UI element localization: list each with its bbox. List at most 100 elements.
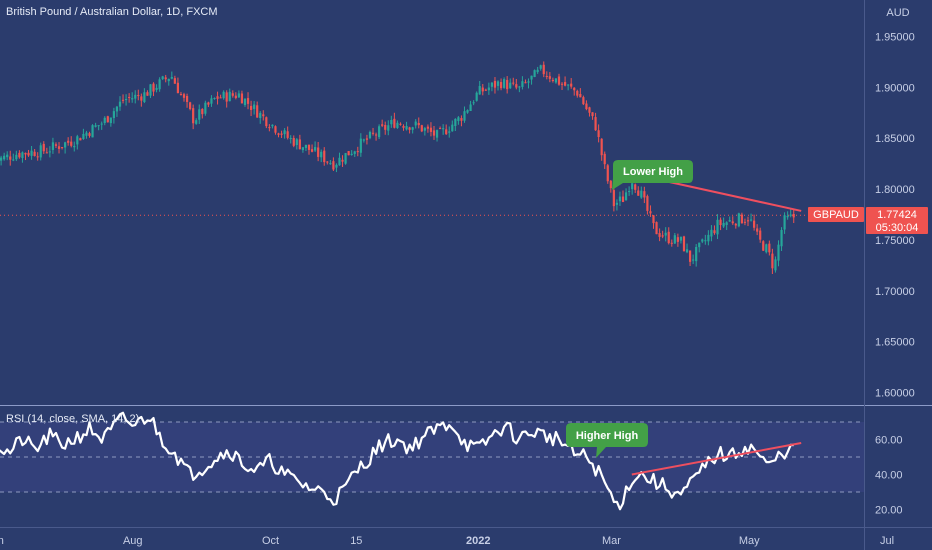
candle[interactable] xyxy=(39,142,42,161)
candle[interactable] xyxy=(304,144,308,151)
candle[interactable] xyxy=(396,120,399,129)
candle[interactable] xyxy=(570,78,573,89)
candle[interactable] xyxy=(454,118,457,131)
candle[interactable] xyxy=(170,71,173,80)
candle[interactable] xyxy=(76,134,79,150)
candle[interactable] xyxy=(667,227,670,245)
candle[interactable] xyxy=(576,89,579,98)
candle[interactable] xyxy=(719,217,722,231)
candle[interactable] xyxy=(381,119,384,128)
candle[interactable] xyxy=(463,106,466,123)
candle[interactable] xyxy=(356,146,359,157)
candle[interactable] xyxy=(551,77,554,83)
candle[interactable] xyxy=(253,101,256,115)
candle[interactable] xyxy=(597,124,600,143)
candle[interactable] xyxy=(155,84,158,93)
candle[interactable] xyxy=(457,116,460,125)
candle[interactable] xyxy=(600,138,603,161)
time-axis[interactable]: Jun Aug Oct 15 2022 Mar May Jul xyxy=(0,535,894,547)
candle[interactable] xyxy=(640,186,643,199)
candle[interactable] xyxy=(48,146,51,158)
candle[interactable] xyxy=(582,95,585,106)
candle[interactable] xyxy=(3,152,6,161)
candle[interactable] xyxy=(192,104,195,130)
candle[interactable] xyxy=(624,188,628,201)
candle[interactable] xyxy=(320,149,323,163)
price-badge[interactable]: GBPAUD 1.77424 05:30:04 xyxy=(808,207,928,234)
candle[interactable] xyxy=(554,78,558,84)
candle[interactable] xyxy=(332,157,335,172)
candle[interactable] xyxy=(164,74,167,83)
candle[interactable] xyxy=(527,78,530,89)
candle[interactable] xyxy=(131,92,134,103)
candle[interactable] xyxy=(94,122,97,128)
candle[interactable] xyxy=(274,125,277,135)
candle[interactable] xyxy=(536,66,539,74)
candle[interactable] xyxy=(411,126,414,134)
candle[interactable] xyxy=(387,120,390,136)
candle[interactable] xyxy=(539,64,542,71)
candle[interactable] xyxy=(85,130,88,139)
candle[interactable] xyxy=(585,100,588,111)
candle[interactable] xyxy=(359,133,362,157)
candle[interactable] xyxy=(533,69,536,78)
candle[interactable] xyxy=(728,216,731,222)
candle[interactable] xyxy=(143,88,146,104)
higher-high-callout[interactable]: Higher High xyxy=(566,423,648,458)
candle[interactable] xyxy=(161,75,164,81)
candle[interactable] xyxy=(265,116,268,129)
candle[interactable] xyxy=(335,163,338,173)
candle[interactable] xyxy=(167,78,170,86)
candle[interactable] xyxy=(54,142,58,149)
candle[interactable] xyxy=(268,124,271,132)
candle[interactable] xyxy=(152,82,155,97)
candle[interactable] xyxy=(722,217,725,228)
candle[interactable] xyxy=(289,135,292,144)
candle[interactable] xyxy=(530,75,533,85)
candle[interactable] xyxy=(329,159,332,165)
candle[interactable] xyxy=(777,240,780,267)
candle[interactable] xyxy=(786,211,789,220)
candle[interactable] xyxy=(45,147,48,154)
candle[interactable] xyxy=(137,89,140,101)
candlestick-series[interactable] xyxy=(0,61,795,275)
lower-high-callout[interactable]: Lower High xyxy=(612,160,693,190)
candle[interactable] xyxy=(231,90,234,98)
higher-high-trendline[interactable] xyxy=(631,442,802,476)
candle[interactable] xyxy=(591,112,594,120)
candle[interactable] xyxy=(347,150,350,156)
candle[interactable] xyxy=(475,91,478,102)
candle[interactable] xyxy=(753,214,756,231)
candle[interactable] xyxy=(243,98,247,107)
candle[interactable] xyxy=(615,199,619,211)
candle[interactable] xyxy=(469,100,472,112)
candle[interactable] xyxy=(24,152,27,161)
candle[interactable] xyxy=(27,149,30,157)
candle[interactable] xyxy=(207,101,210,108)
candle[interactable] xyxy=(451,120,454,132)
candle[interactable] xyxy=(344,152,347,165)
candle[interactable] xyxy=(118,96,122,111)
candle[interactable] xyxy=(201,108,204,119)
candle[interactable] xyxy=(414,119,417,129)
candle[interactable] xyxy=(707,230,710,246)
candle[interactable] xyxy=(417,117,420,129)
candle[interactable] xyxy=(73,141,76,152)
candle[interactable] xyxy=(134,90,137,104)
price-pane[interactable] xyxy=(0,0,864,405)
candle[interactable] xyxy=(621,190,625,203)
candle[interactable] xyxy=(64,141,67,154)
candle[interactable] xyxy=(682,235,686,252)
candle[interactable] xyxy=(631,181,634,195)
candle[interactable] xyxy=(676,233,679,247)
candle[interactable] xyxy=(173,75,176,84)
candle[interactable] xyxy=(219,94,222,99)
candle[interactable] xyxy=(701,238,704,244)
candle[interactable] xyxy=(402,124,405,131)
candle[interactable] xyxy=(237,90,240,98)
candle[interactable] xyxy=(606,163,609,184)
candle[interactable] xyxy=(36,152,39,161)
candle[interactable] xyxy=(350,150,353,156)
candle[interactable] xyxy=(109,117,112,127)
candle[interactable] xyxy=(286,126,289,140)
